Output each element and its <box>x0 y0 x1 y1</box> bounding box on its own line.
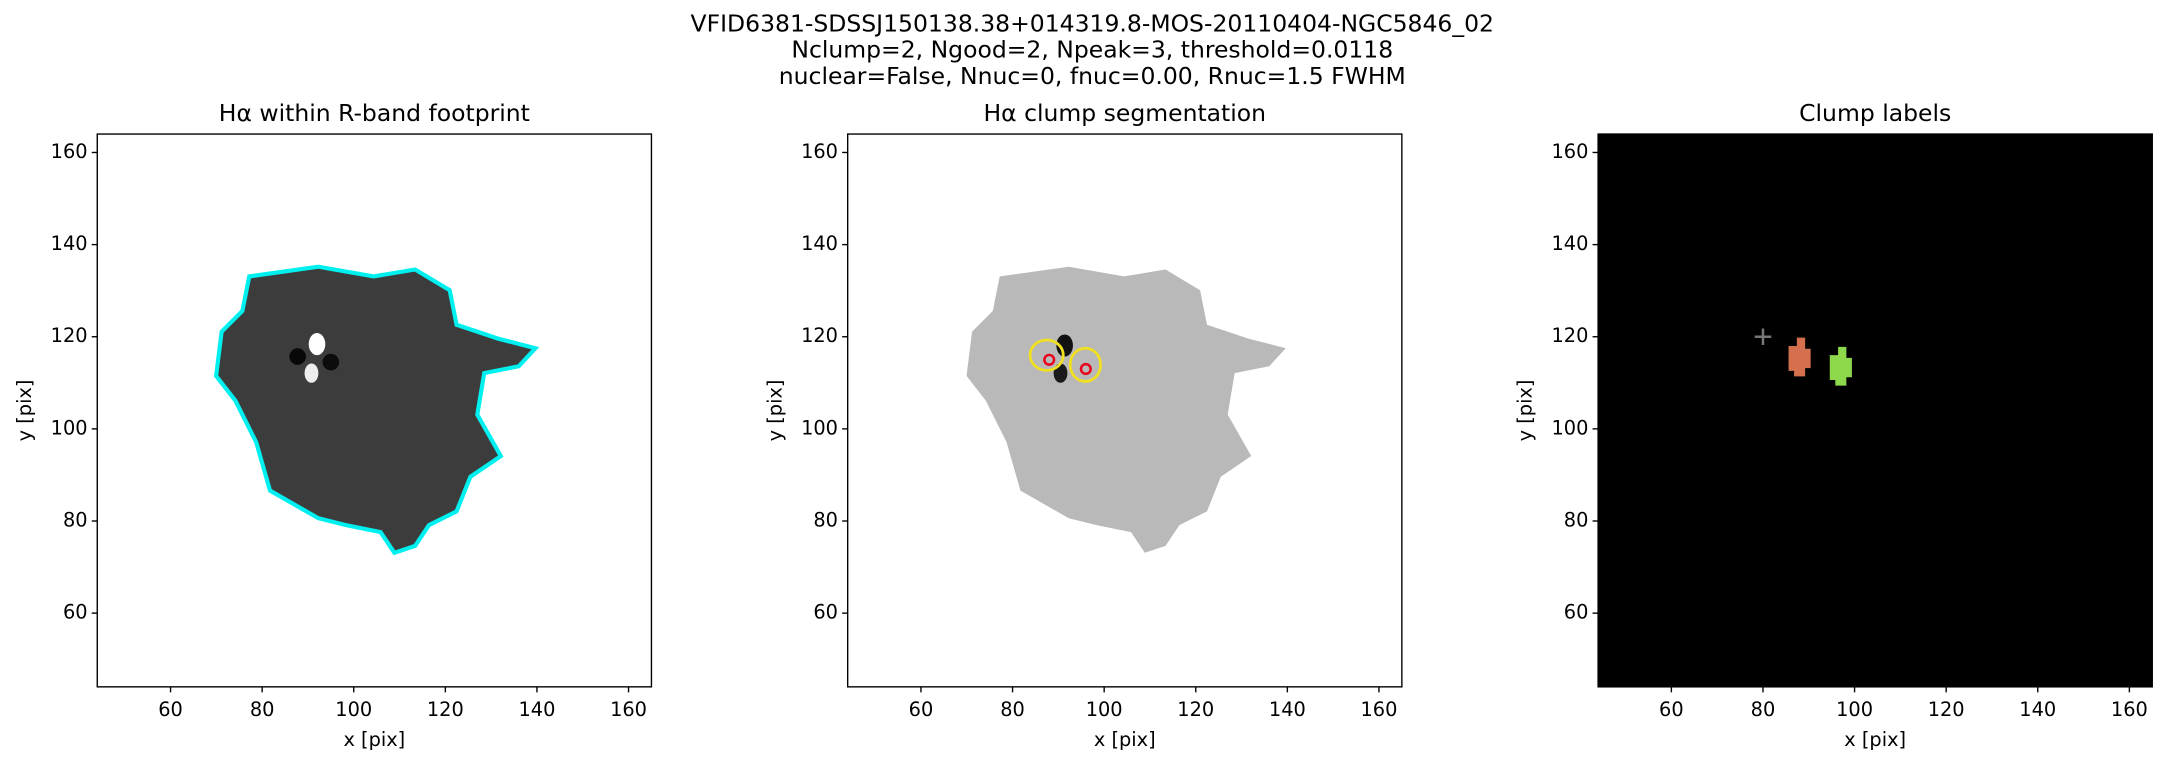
x-tick-label: 80 <box>1751 698 1776 721</box>
y-axis-label: y [pix] <box>13 380 36 442</box>
x-tick-label: 100 <box>1836 698 1873 721</box>
plot-background <box>1598 134 2153 687</box>
clump <box>1788 337 1811 377</box>
image-content <box>966 266 1286 553</box>
y-tick-label: 100 <box>1552 416 1589 439</box>
x-tick-label: 100 <box>1086 698 1123 721</box>
axes-frame <box>1597 133 2153 688</box>
y-tick-label: 60 <box>1564 601 1589 624</box>
y-tick-label: 120 <box>51 324 88 347</box>
x-tick-label: 160 <box>610 698 647 721</box>
y-tick-label: 140 <box>51 232 88 255</box>
axes-frame <box>96 133 653 688</box>
y-tick-label: 160 <box>51 140 88 163</box>
x-tick-label: 140 <box>1269 698 1306 721</box>
x-tick-label: 60 <box>909 698 934 721</box>
y-tick-label: 60 <box>63 601 88 624</box>
image-content <box>216 267 535 553</box>
x-axis-label: x [pix] <box>1094 728 1156 751</box>
suptitle: nuclear=False, Nnuc=0, fnuc=0.00, Rnuc=1… <box>779 62 1406 90</box>
y-tick-label: 120 <box>801 324 838 347</box>
y-tick-label: 80 <box>1564 509 1589 532</box>
x-tick-label: 120 <box>427 698 464 721</box>
x-tick-label: 100 <box>335 698 372 721</box>
suptitle: VFID6381-SDSSJ150138.38+014319.8-MOS-201… <box>691 9 1494 37</box>
x-tick-label: 160 <box>2111 698 2148 721</box>
x-tick-label: 80 <box>1000 698 1025 721</box>
y-tick-label: 80 <box>63 509 88 532</box>
clump <box>1829 346 1852 386</box>
y-axis-label: y [pix] <box>763 380 786 442</box>
suptitle: Nclump=2, Ngood=2, Npeak=3, threshold=0.… <box>791 36 1393 64</box>
axes-title: Clump labels <box>1799 99 1951 127</box>
y-tick-label: 160 <box>1552 140 1589 163</box>
x-tick-label: 120 <box>1177 698 1214 721</box>
y-tick-label: 140 <box>801 232 838 255</box>
y-tick-label: 80 <box>813 509 838 532</box>
y-axis-label: y [pix] <box>1514 380 1537 442</box>
y-tick-label: 60 <box>813 601 838 624</box>
y-tick-label: 100 <box>801 416 838 439</box>
peak-marker <box>1079 362 1092 376</box>
x-tick-label: 140 <box>518 698 555 721</box>
x-tick-label: 140 <box>2019 698 2056 721</box>
center-marker <box>1754 328 1772 346</box>
x-tick-label: 60 <box>1659 698 1684 721</box>
x-axis-label: x [pix] <box>343 728 405 751</box>
x-tick-label: 120 <box>1928 698 1965 721</box>
axes-frame <box>846 133 1403 688</box>
axes-title: Hα within R-band footprint <box>219 99 530 127</box>
x-tick-label: 60 <box>158 698 183 721</box>
peak-marker <box>1043 353 1056 366</box>
axes-title: Hα clump segmentation <box>983 99 1266 127</box>
y-tick-label: 100 <box>51 416 88 439</box>
y-tick-label: 120 <box>1552 324 1589 347</box>
x-tick-label: 80 <box>250 698 275 721</box>
x-tick-label: 160 <box>1361 698 1398 721</box>
y-tick-label: 160 <box>801 140 838 163</box>
y-tick-label: 140 <box>1552 232 1589 255</box>
x-axis-label: x [pix] <box>1844 728 1906 751</box>
